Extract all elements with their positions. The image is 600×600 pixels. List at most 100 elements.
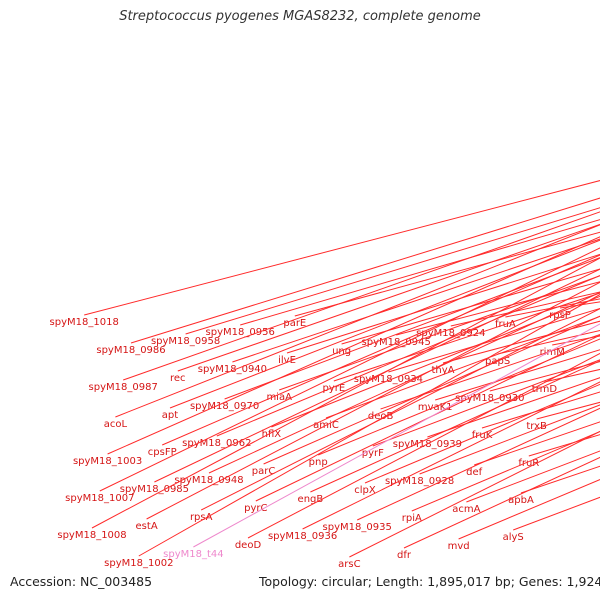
bottom-label-leader bbox=[232, 238, 600, 363]
bottom-label-leader bbox=[302, 381, 600, 530]
bottom-label-leader bbox=[349, 430, 600, 558]
bottom-label-leader bbox=[208, 291, 600, 474]
bottom-gene-label: apbA bbox=[508, 495, 534, 506]
bottom-label-leader bbox=[91, 257, 600, 529]
bottom-label-leader bbox=[403, 456, 600, 549]
bottom-gene-label: pyrE bbox=[322, 383, 345, 394]
bottom-gene-label: arsC bbox=[338, 559, 360, 570]
bottom-gene-label: estA bbox=[136, 521, 158, 532]
bottom-gene-label: def bbox=[466, 467, 483, 478]
bottom-gene-label: trxB bbox=[526, 421, 547, 432]
bottom-gene-label: engB bbox=[298, 494, 324, 505]
bottom-label-leader bbox=[146, 281, 600, 520]
bottom-gene-label: deoD bbox=[235, 540, 262, 551]
bottom-gene-label: parC bbox=[252, 466, 276, 477]
bottom-label-leader bbox=[240, 219, 600, 326]
trna-gene-label: spyM18_t44 bbox=[163, 549, 223, 560]
bottom-gene-label: spyM18_0928 bbox=[385, 476, 454, 487]
bottom-label-leader bbox=[154, 268, 600, 483]
bottom-label-leader bbox=[356, 407, 600, 521]
bottom-gene-label: spyM18_0962 bbox=[182, 438, 251, 449]
bottom-gene-label: cpsFP bbox=[148, 447, 177, 458]
bottom-label-leader bbox=[224, 257, 600, 400]
bottom-gene-label: acoL bbox=[104, 419, 128, 430]
bottom-label-leader bbox=[247, 352, 600, 539]
bottom-gene-label: hflX bbox=[262, 429, 282, 440]
bottom-label-leader bbox=[333, 292, 600, 382]
bottom-gene-label: ung bbox=[332, 346, 351, 357]
bottom-label-leader bbox=[318, 338, 600, 456]
bottom-gene-label: rec bbox=[170, 373, 186, 384]
bottom-label-leader bbox=[474, 421, 600, 466]
bottom-gene-label: spyM18_1003 bbox=[73, 456, 142, 467]
bottom-gene-label: spyM18_0986 bbox=[96, 345, 165, 356]
bottom-label-leader bbox=[107, 236, 600, 455]
bottom-label-leader bbox=[364, 383, 600, 484]
bottom-label-leader bbox=[185, 207, 600, 335]
bottom-label-leader bbox=[130, 197, 600, 344]
bottom-gene-label: spyM18_0936 bbox=[268, 531, 337, 542]
bottom-gene-label: spyM18_0935 bbox=[323, 522, 392, 533]
bottom-label-leader bbox=[279, 275, 600, 391]
bottom-label-leader bbox=[559, 301, 600, 309]
bottom-gene-label: thyA bbox=[431, 365, 454, 376]
bottom-gene-label: mvd bbox=[448, 541, 470, 552]
bottom-gene-label: spyM18_0945 bbox=[362, 337, 431, 348]
bottom-label-leader bbox=[216, 274, 600, 437]
bottom-gene-label: miaA bbox=[266, 392, 292, 403]
bottom-label-leader bbox=[255, 334, 600, 502]
bottom-gene-label: spyM18_1002 bbox=[104, 558, 173, 569]
bottom-gene-label: fruK bbox=[472, 430, 493, 441]
bottom-gene-label: parE bbox=[283, 318, 306, 329]
bottom-label-leader bbox=[193, 323, 600, 548]
bottom-gene-label: spyM18_0987 bbox=[89, 382, 158, 393]
bottom-label-leader bbox=[294, 231, 600, 317]
bottom-gene-label: spyM18_0956 bbox=[206, 327, 275, 338]
bottom-gene-label: rpsA bbox=[190, 512, 213, 523]
bottom-label-leader bbox=[271, 295, 600, 428]
bottom-gene-label: fruR bbox=[518, 458, 539, 469]
bottom-label-leader bbox=[99, 247, 600, 492]
bottom-gene-label: rpiA bbox=[402, 513, 422, 524]
bottom-label-leader bbox=[123, 211, 600, 381]
bottom-gene-label: spyM18_0924 bbox=[416, 328, 485, 339]
bottom-label-leader bbox=[263, 315, 600, 465]
bottom-label-leader bbox=[396, 281, 600, 336]
bottom-gene-label: ilvE bbox=[278, 355, 296, 366]
bottom-gene-label: apt bbox=[162, 410, 178, 421]
bottom-gene-label: spyM18_0940 bbox=[198, 364, 267, 375]
bottom-label-leader bbox=[177, 223, 600, 372]
bottom-label-leader bbox=[411, 430, 600, 512]
bottom-label-leader bbox=[138, 293, 600, 557]
genome-summary-text: Topology: circular; Length: 1,895,017 bp… bbox=[259, 574, 600, 589]
bottom-label-leader bbox=[388, 307, 600, 373]
bottom-label-leader bbox=[372, 359, 600, 447]
bottom-label-leader bbox=[286, 253, 600, 354]
bottom-label-leader bbox=[341, 268, 600, 345]
bottom-gene-label: acmA bbox=[452, 504, 480, 515]
bottom-label-leader bbox=[169, 239, 600, 409]
bottom-gene-label: spyM18_1008 bbox=[57, 530, 126, 541]
bottom-gene-label: rimM bbox=[540, 347, 565, 358]
bottom-label-leader bbox=[505, 298, 600, 318]
bottom-gene-label: rpsP bbox=[549, 310, 571, 321]
bottom-label-leader bbox=[84, 180, 600, 316]
bottom-gene-label: pnp bbox=[309, 457, 328, 468]
bottom-gene-label: clpX bbox=[354, 485, 376, 496]
bottom-gene-label: alyS bbox=[503, 532, 524, 543]
bottom-label-leader bbox=[200, 308, 600, 511]
bottom-gene-label: pyrF bbox=[362, 448, 384, 459]
bottom-gene-label: spyM18_0970 bbox=[190, 401, 259, 412]
bottom-gene-label: spyM18_0948 bbox=[174, 475, 243, 486]
bottom-gene-label: trmD bbox=[532, 384, 558, 395]
bottom-label-leader bbox=[310, 360, 600, 493]
map-title: Streptococcus pyogenes MGAS8232, complet… bbox=[119, 9, 481, 24]
bottom-label-leader bbox=[435, 349, 600, 401]
bottom-label-leader bbox=[325, 315, 600, 419]
bottom-gene-label: spyM18_1007 bbox=[65, 493, 134, 504]
bottom-gene-label: spyM18_0934 bbox=[354, 374, 423, 385]
bottom-gene-label: spyM18_1018 bbox=[50, 317, 119, 328]
bottom-gene-label: spyM18_0958 bbox=[151, 336, 220, 347]
